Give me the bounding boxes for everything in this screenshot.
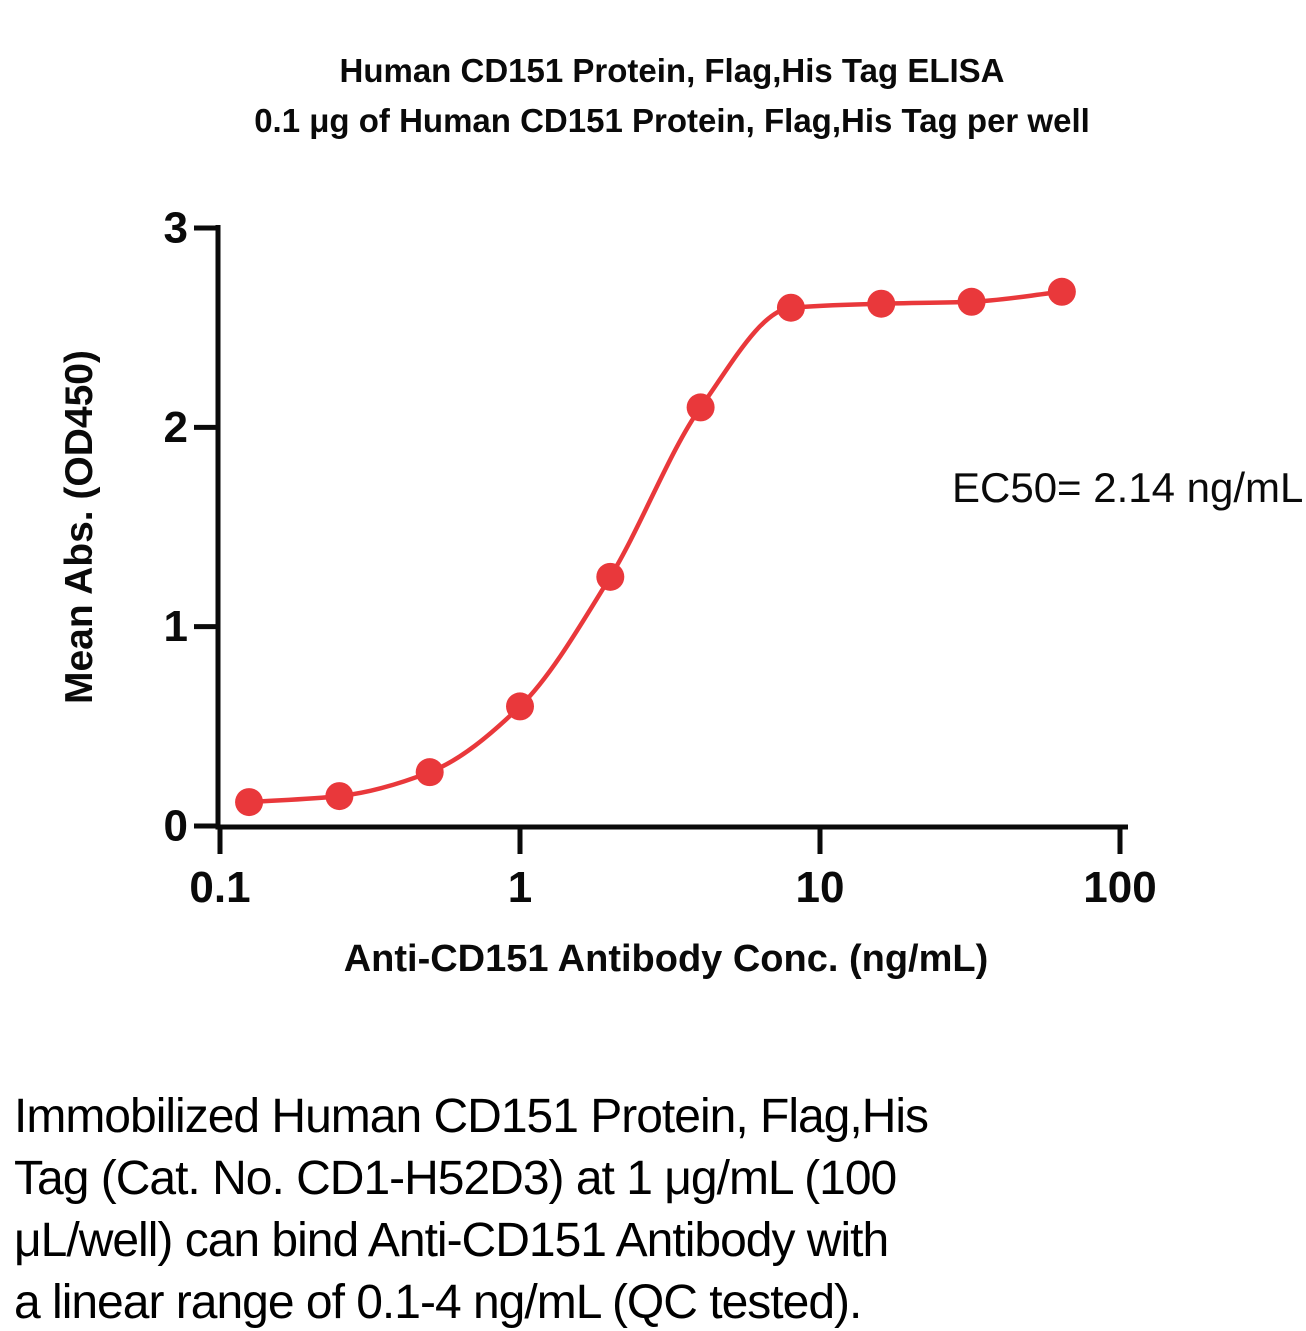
fit-curve	[248, 289, 1063, 805]
figure-caption: Immobilized Human CD151 Protein, Flag,Hi…	[14, 1086, 1294, 1331]
data-point	[506, 692, 534, 721]
caption-line: μL/well) can bind Anti-CD151 Antibody wi…	[14, 1214, 889, 1267]
chart-title-line1: Human CD151 Protein, Flag,His Tag ELISA	[339, 52, 1005, 89]
data-point	[415, 758, 444, 787]
data-point	[1047, 277, 1076, 306]
data-point	[867, 289, 896, 318]
x-tick-label: 10	[796, 863, 845, 912]
caption-line: Tag (Cat. No. CD1-H52D3) at 1 μg/mL (100	[14, 1152, 897, 1205]
y-axis-title: Mean Abs. (OD450)	[58, 350, 101, 704]
caption-line: a linear range of 0.1-4 ng/mL (QC tested…	[14, 1276, 862, 1329]
y-tick-label: 0	[164, 802, 188, 851]
data-point	[235, 788, 264, 817]
caption-line: Immobilized Human CD151 Protein, Flag,Hi…	[14, 1090, 929, 1143]
data-point	[776, 293, 805, 322]
chart-title: Human CD151 Protein, Flag,His Tag ELISA …	[38, 46, 1306, 146]
x-tick-label: 0.1	[189, 863, 250, 912]
x-tick-label: 100	[1083, 863, 1156, 912]
x-axis-title: Anti-CD151 Antibody Conc. (ng/mL)	[343, 938, 989, 980]
data-point	[957, 287, 986, 316]
chart-title-line2: 0.1 μg of Human CD151 Protein, Flag,His …	[254, 102, 1090, 139]
data-point	[686, 393, 715, 422]
y-tick-label: 3	[164, 204, 188, 253]
y-tick-label: 1	[164, 602, 188, 651]
dose-response-chart: 0 1 2 3 0.1 1 10 100	[164, 204, 1157, 913]
data-point	[596, 562, 625, 591]
x-tick-label: 1	[508, 863, 532, 912]
data-point	[325, 782, 354, 811]
ec50-annotation: EC50= 2.14 ng/mL	[952, 464, 1304, 511]
y-tick-label: 2	[164, 403, 188, 452]
